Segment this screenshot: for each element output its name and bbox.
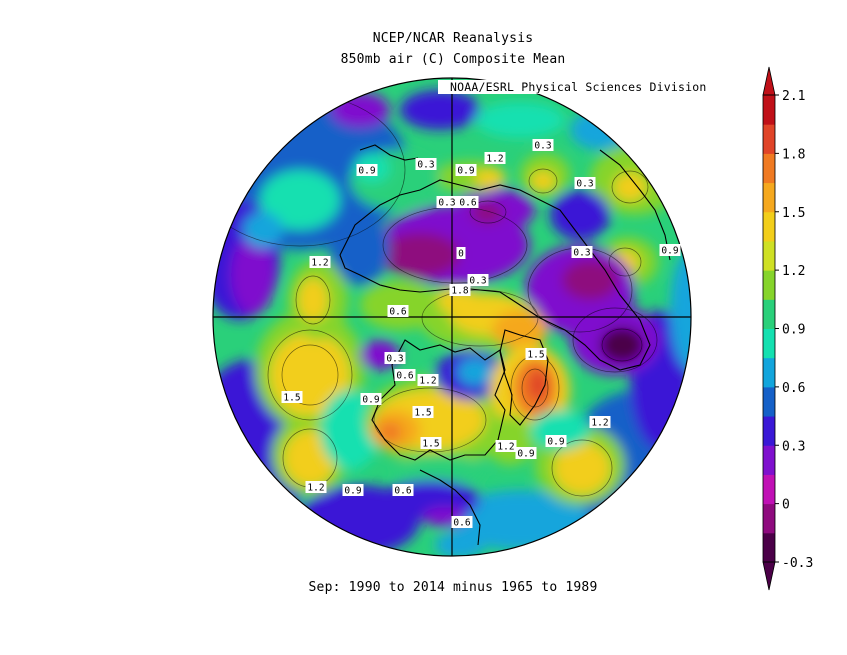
contour-label-box xyxy=(525,348,547,360)
colorbar-segment xyxy=(763,416,775,446)
contour-label: 0 xyxy=(458,249,464,260)
contour-label: 0.3 xyxy=(417,160,434,171)
contour-label-box xyxy=(420,437,442,449)
contour-label-box xyxy=(589,416,611,428)
contour-label: 0.9 xyxy=(661,246,678,257)
contour-labels: 0.90.30.91.20.30.30.3 0.61.20 0.3 0.90.31.8… xyxy=(281,139,681,529)
colorbar-segment xyxy=(763,270,775,300)
contour-label-box xyxy=(412,406,434,418)
contour-label-box xyxy=(455,164,477,176)
contour-label-box xyxy=(457,196,479,208)
contour-label: 0.6 xyxy=(453,518,470,529)
contour-label: 1.2 xyxy=(311,258,328,269)
colorbar-segment xyxy=(763,532,775,563)
contour-label-box xyxy=(436,196,458,208)
contour-label: 0.9 xyxy=(362,395,379,406)
contour-label: 1.5 xyxy=(422,439,439,450)
colorbar-segment xyxy=(763,95,775,125)
contour-label: 0.9 xyxy=(547,437,564,448)
contour-label-box xyxy=(571,246,593,258)
contour-label-box xyxy=(659,244,681,256)
contour-label-box xyxy=(456,247,466,259)
contour-label-box xyxy=(305,481,327,493)
colorbar: 2.1 1.8 1.5 1.2 0.9 0.6 0.3 0 -0.3 xyxy=(762,66,813,591)
contour-label-box xyxy=(281,391,303,403)
contour-label-box xyxy=(467,274,489,286)
map-subtitle: 850mb air (C) Composite Mean xyxy=(340,52,566,67)
temperature-field xyxy=(213,78,691,556)
colorbar-tick-label: 0.6 xyxy=(782,381,805,396)
colorbar-segment xyxy=(763,386,775,417)
colorbar-segment xyxy=(763,124,775,154)
contour-label: 1.2 xyxy=(307,483,324,494)
contour-label-box xyxy=(360,393,382,405)
contour-label: 0.9 xyxy=(517,449,534,460)
contour-label: 0.3 xyxy=(573,248,590,259)
credit-label: NOAA/ESRL Physical Sciences Division xyxy=(438,80,707,94)
contour-label: 1.2 xyxy=(486,154,503,165)
contour-label: 0.9 xyxy=(358,166,375,177)
contour-label-box xyxy=(484,152,506,164)
contour-label-box xyxy=(574,177,596,189)
colorbar-segment xyxy=(763,328,775,359)
contour-label: 1.8 xyxy=(451,286,468,297)
contour-label-box xyxy=(545,435,567,447)
contour-label-box xyxy=(515,447,537,459)
contour-label-box xyxy=(387,305,409,317)
contour-label: 0.6 xyxy=(396,371,413,382)
contour-label: 1.5 xyxy=(527,350,544,361)
contour-label: 0.6 xyxy=(394,486,411,497)
colorbar-tick-label: 1.2 xyxy=(782,264,805,279)
contour-label: 0.3 xyxy=(469,276,486,287)
colorbar-segment xyxy=(763,357,775,388)
colorbar-segment xyxy=(763,474,775,505)
contour-label: 1.2 xyxy=(419,376,436,387)
contour-label: 0.3 xyxy=(534,141,551,152)
colorbar-segment xyxy=(763,211,775,242)
contour-label-box xyxy=(356,164,378,176)
contour-label: 0.6 xyxy=(459,198,476,209)
contour-label: 1.5 xyxy=(414,408,431,419)
contour-label-box xyxy=(392,484,414,496)
colorbar-tick-label: 2.1 xyxy=(782,89,805,104)
map-title: NCEP/NCAR Reanalysis xyxy=(372,31,534,46)
period-label: Sep: 1990 to 2014 minus 1965 to 1989 xyxy=(308,580,598,595)
colorbar-segment xyxy=(763,445,775,475)
contour-label: 0.9 xyxy=(457,166,474,177)
colorbar-tick-label: 0.3 xyxy=(782,439,805,454)
contour-label-box xyxy=(394,369,416,381)
contour-label-box xyxy=(384,352,406,364)
colorbar-segment xyxy=(763,182,775,213)
contour-label: 0.3 xyxy=(576,179,593,190)
contour-label: 0.3 xyxy=(438,198,455,209)
colorbar-tick-label: 1.8 xyxy=(782,147,805,162)
colorbar-tick-label: 0 xyxy=(782,498,790,513)
contour-label: 1.2 xyxy=(591,418,608,429)
colorbar-segment xyxy=(763,240,775,271)
contour-label: 0.3 xyxy=(386,354,403,365)
contour-label-box xyxy=(415,158,437,170)
colorbar-segment xyxy=(763,299,775,329)
colorbar-segment xyxy=(763,153,775,184)
contour-label-box xyxy=(532,139,554,151)
contour-label: 0.6 xyxy=(389,307,406,318)
colorbar-tick-label: 1.5 xyxy=(782,206,805,221)
colorbar-max-arrow xyxy=(762,66,776,96)
contour-label: 0.9 xyxy=(344,486,361,497)
colorbar-tick-label: -0.3 xyxy=(782,556,813,571)
contour-label-box xyxy=(449,284,471,296)
contour-label-box xyxy=(342,484,364,496)
contour-label-box xyxy=(417,374,439,386)
contour-label: 1.2 xyxy=(497,442,514,453)
colorbar-tick-label: 0.9 xyxy=(782,323,805,338)
contour-label: 1.5 xyxy=(283,393,300,404)
contour-label-box xyxy=(495,440,517,452)
contour-label-box xyxy=(451,516,473,528)
contour-label-box xyxy=(309,256,331,268)
colorbar-segment xyxy=(763,503,775,534)
